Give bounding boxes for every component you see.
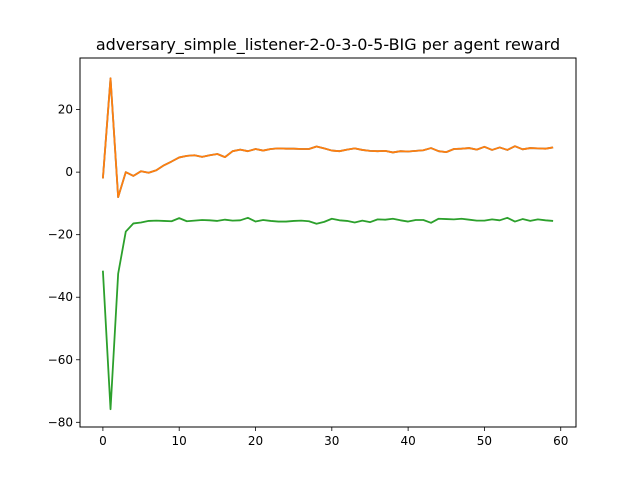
chart-title: adversary_simple_listener-2-0-3-0-5-BIG … — [96, 35, 560, 55]
x-tick-label: 20 — [248, 434, 263, 448]
x-tick-label: 50 — [477, 434, 492, 448]
series-line-2 — [101, 77, 554, 199]
y-tick-label: −60 — [48, 353, 73, 367]
y-tick-label: 0 — [65, 165, 73, 179]
y-tick-label: 20 — [58, 103, 73, 117]
y-tick-label: −20 — [48, 228, 73, 242]
series-layer — [101, 77, 554, 411]
y-tick-label: −80 — [48, 415, 73, 429]
x-tick-label: 0 — [99, 434, 107, 448]
x-tick-label: 30 — [324, 434, 339, 448]
x-tick-label: 60 — [553, 434, 568, 448]
x-tick-label: 40 — [400, 434, 415, 448]
series-line-3 — [101, 216, 554, 411]
axis-ticks: 0 10 20 30 40 50 60 −80 −60 −40 −20 0 20 — [48, 103, 569, 448]
x-tick-label: 10 — [172, 434, 187, 448]
plot-frame — [79, 57, 577, 428]
y-tick-label: −40 — [48, 290, 73, 304]
